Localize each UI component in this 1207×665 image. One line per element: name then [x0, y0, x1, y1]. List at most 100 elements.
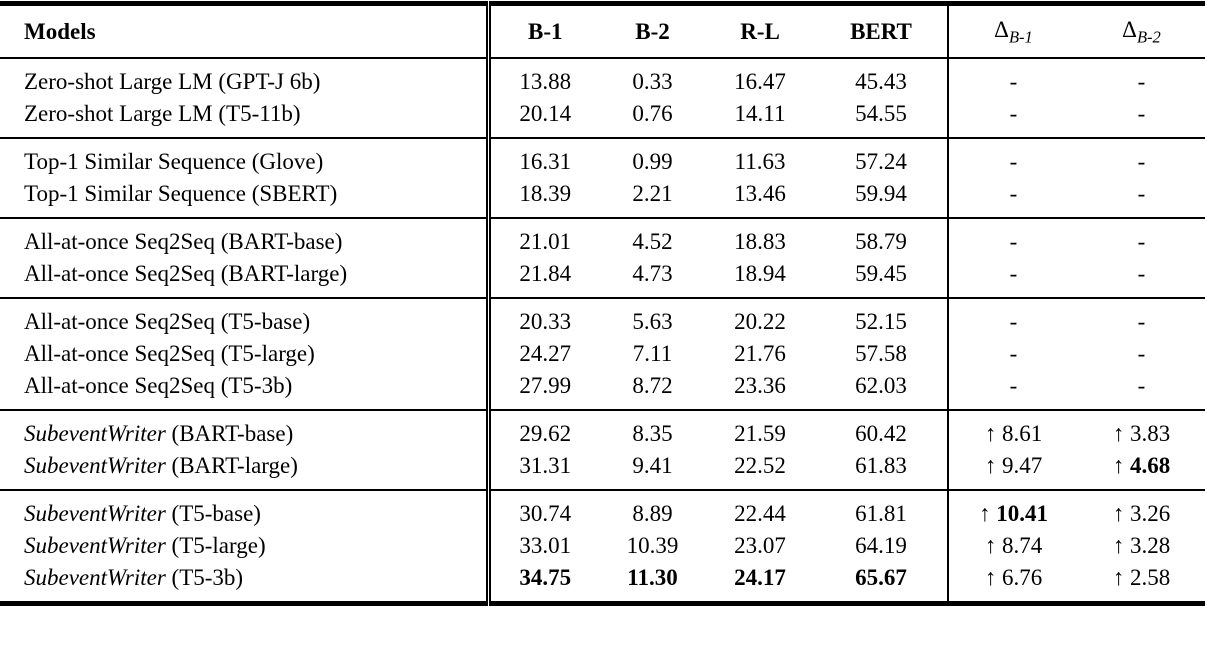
- metric-value: 4.73: [632, 260, 673, 286]
- delta-value: -: [1009, 340, 1018, 366]
- column-header-b1: B-1: [485, 3, 600, 58]
- delta-symbol: Δ: [994, 17, 1009, 42]
- metric-value-cell: 30.74: [485, 489, 600, 530]
- metric-value: 29.62: [519, 420, 572, 446]
- model-name-text: SubeventWriter: [24, 500, 166, 526]
- metric-value-cell: 58.79: [815, 218, 948, 258]
- delta-value-cell: -: [1078, 338, 1205, 370]
- model-name-cell: SubeventWriter (T5-large): [0, 530, 488, 562]
- metric-value-cell: 14.11: [705, 98, 815, 138]
- table-row: All-at-once Seq2Seq (BART-base) 21.01 4.52…: [0, 217, 1205, 258]
- delta-value: -: [1137, 148, 1146, 174]
- delta-value-cell: ↑ 3.28: [1078, 530, 1205, 562]
- table-row: SubeventWriter (T5-3b) 34.75 11.30 24.17 65.…: [0, 561, 1205, 604]
- metric-value: 13.46: [734, 180, 786, 206]
- metric-value: 62.03: [855, 372, 907, 398]
- metric-value: 13.88: [519, 68, 572, 94]
- delta-value: 8.74: [1002, 532, 1043, 558]
- metric-value: 0.33: [632, 68, 673, 94]
- model-name-cell: SubeventWriter (T5-3b): [0, 562, 488, 604]
- metric-value: 57.58: [855, 340, 907, 366]
- metric-value-cell: 11.30: [600, 562, 705, 604]
- model-name-text: ): [329, 180, 338, 206]
- delta-value-cell: ↑ 3.83: [1078, 410, 1205, 450]
- model-name-cell: All-at-once Seq2Seq (BART-base): [0, 218, 488, 258]
- metric-value-cell: 64.19: [815, 530, 948, 562]
- metric-value-cell: 65.67: [815, 562, 948, 604]
- metric-value: 20.14: [519, 100, 572, 126]
- delta-value-cell: -: [947, 137, 1078, 178]
- metric-value-cell: 4.73: [600, 258, 705, 298]
- delta-value-cell: ↑ 8.74: [947, 529, 1078, 562]
- metric-value: 4.52: [632, 228, 673, 254]
- model-name-cell: Top-1 Similar Sequence (SBERT): [0, 178, 488, 218]
- delta-value-cell: -: [1078, 218, 1205, 258]
- delta-value-cell: -: [1078, 98, 1205, 138]
- metric-value-cell: 8.89: [600, 490, 705, 530]
- table-header: Models B-1 B-2 R-L BERT ΔB-1 ΔB-2: [0, 3, 1205, 58]
- model-name-cell: Top-1 Similar Sequence (Glove): [0, 138, 488, 178]
- up-arrow-icon: ↑: [984, 420, 1002, 446]
- metric-value-cell: 2.21: [600, 178, 705, 218]
- metric-value: 23.07: [734, 532, 786, 558]
- metric-value: 54.55: [855, 100, 907, 126]
- delta-subscript: B-1: [1008, 27, 1033, 47]
- column-header-b2: B-2: [635, 19, 670, 45]
- metric-value: 61.81: [855, 500, 907, 526]
- metric-value: 30.74: [519, 500, 572, 526]
- metric-value: 8.35: [632, 420, 673, 446]
- metric-value-cell: 18.83: [705, 218, 815, 258]
- delta-value-cell: -: [947, 177, 1078, 218]
- metric-value: 10.39: [626, 532, 679, 558]
- delta-value-cell: -: [1078, 58, 1205, 98]
- row-group: SubeventWriter (T5-base) 30.74 8.89 22.44 61…: [0, 489, 1205, 604]
- metric-value: 16.47: [734, 68, 786, 94]
- model-name-cell: All-at-once Seq2Seq (T5-large): [0, 338, 488, 370]
- delta-value: -: [1137, 340, 1146, 366]
- metric-value-cell: 34.75: [485, 561, 600, 604]
- up-arrow-icon: ↑: [984, 532, 1002, 558]
- metric-value-cell: 59.94: [815, 178, 948, 218]
- delta-value: -: [1009, 180, 1018, 206]
- model-name-text: (BART-large): [165, 452, 298, 478]
- model-name-cell: SubeventWriter (T5-base): [0, 490, 488, 530]
- delta-value-cell: ↑ 8.61: [947, 409, 1078, 450]
- metric-value-cell: 8.72: [600, 370, 705, 410]
- delta-value: 4.68: [1130, 452, 1171, 478]
- metric-value-cell: 45.43: [815, 58, 948, 98]
- metric-value: 14.11: [734, 100, 786, 126]
- model-name-text: All-at-once Seq2Seq (BART-large): [24, 260, 348, 286]
- row-group: Zero-shot Large LM (GPT-J 6b) 13.88 0.33 16…: [0, 57, 1205, 138]
- up-arrow-icon: ↑: [1112, 532, 1130, 558]
- model-name-cell: SubeventWriter (BART-base): [0, 410, 488, 450]
- column-header-models: Models: [24, 19, 96, 45]
- metric-value-cell: 61.81: [815, 490, 948, 530]
- table-row: All-at-once Seq2Seq (T5-large) 24.27 7.11 2…: [0, 337, 1205, 370]
- metric-value: 45.43: [855, 68, 907, 94]
- delta-value-cell: -: [947, 337, 1078, 370]
- delta-value: -: [1009, 372, 1018, 398]
- delta-value: -: [1137, 308, 1146, 334]
- table-row: SubeventWriter (T5-large) 33.01 10.39 23.07…: [0, 529, 1205, 562]
- metric-value: 24.17: [734, 564, 786, 590]
- metric-value-cell: 13.88: [485, 57, 600, 98]
- metric-value: 57.24: [855, 148, 907, 174]
- metric-value: 0.99: [632, 148, 673, 174]
- up-arrow-icon: ↑: [1112, 420, 1130, 446]
- delta-value-cell: -: [947, 297, 1078, 338]
- model-name-cell: All-at-once Seq2Seq (T5-base): [0, 298, 488, 338]
- metric-value: 9.41: [632, 452, 673, 478]
- delta-value-cell: -: [947, 369, 1078, 410]
- table-row: Top-1 Similar Sequence (Glove) 16.31 0.99 1…: [0, 137, 1205, 178]
- model-name-cell: All-at-once Seq2Seq (T5-3b): [0, 370, 488, 410]
- model-name-cell: Zero-shot Large LM (T5-11b): [0, 98, 488, 138]
- delta-value: -: [1137, 260, 1146, 286]
- metric-value-cell: 16.47: [705, 58, 815, 98]
- metric-value: 16.31: [519, 148, 572, 174]
- model-name-cell: Zero-shot Large LM (GPT-J 6b): [0, 58, 488, 98]
- delta-value: -: [1009, 308, 1018, 334]
- model-name-text: (T5-large): [165, 532, 266, 558]
- metric-value-cell: 24.17: [705, 562, 815, 604]
- row-group: All-at-once Seq2Seq (T5-base) 20.33 5.63 20…: [0, 297, 1205, 410]
